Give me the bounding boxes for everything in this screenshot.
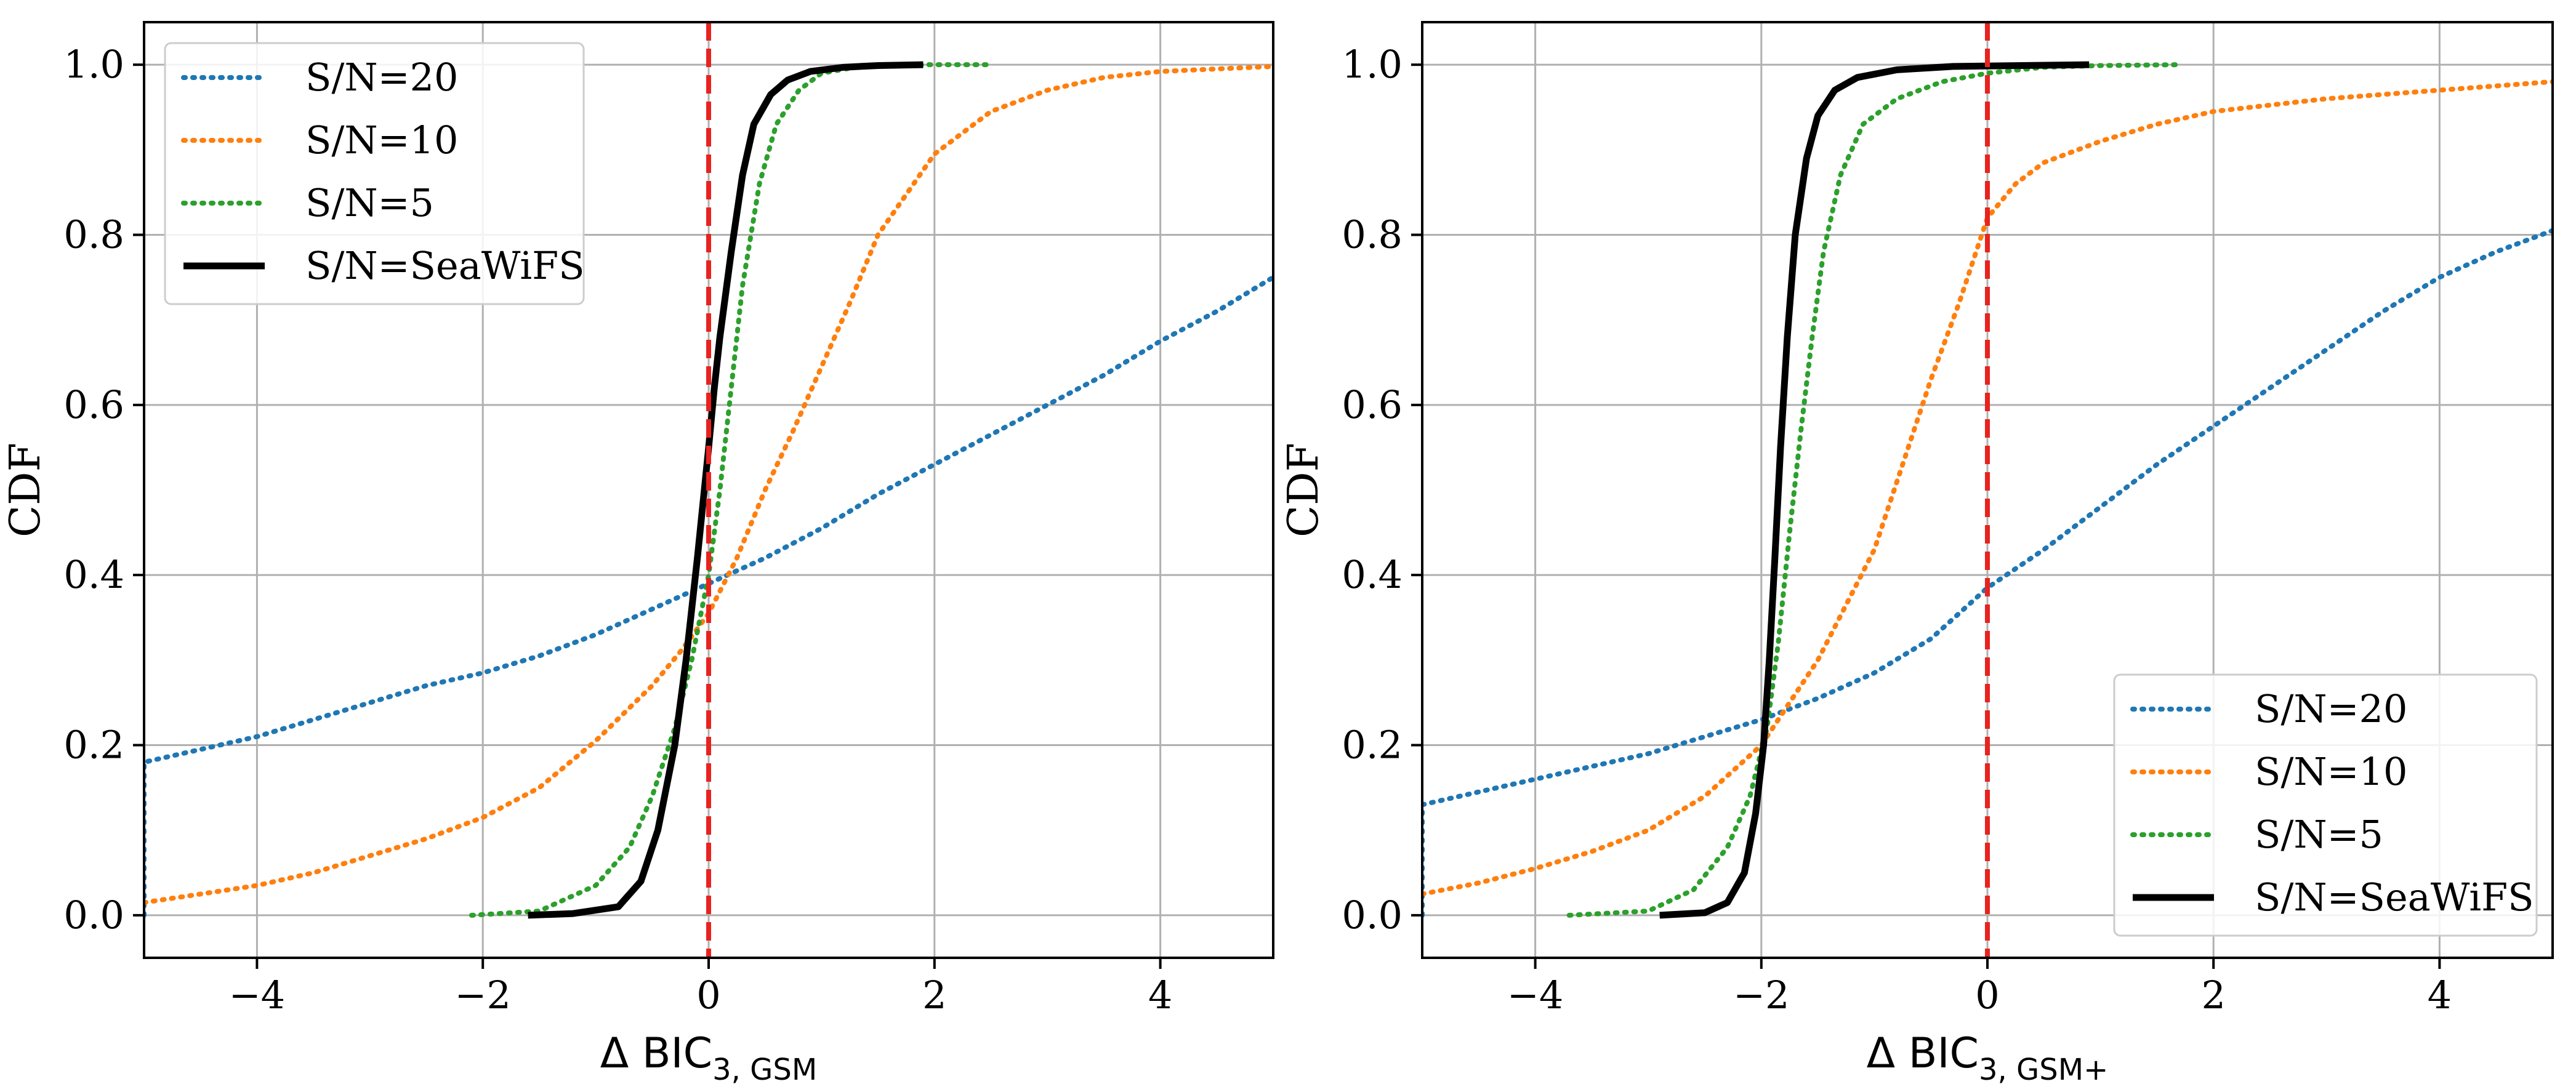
- chart-panel-left: −4 −2 0 2 4 0.0 0.2 0.4 0.6 0.8 1.0 CDF Δ BIC3, GSM S…: [1, 21, 1274, 1087]
- y-axis-label: CDF: [1279, 443, 1328, 537]
- x-tick-label: −2: [454, 973, 510, 1018]
- series-line-2: [1422, 79, 2553, 897]
- y-axis-label: CDF: [1, 443, 50, 537]
- x-axis-label-main: Δ BIC: [1867, 1029, 1979, 1078]
- x-tick-label: −4: [229, 973, 285, 1018]
- x-axis-label-main: Δ BIC: [600, 1029, 712, 1078]
- y-tick-label: 0.2: [1342, 723, 1403, 768]
- series-line-3: [1566, 62, 2183, 918]
- legend-label-2: S/N=10: [305, 118, 458, 163]
- y-tick-label: 0.4: [1342, 552, 1403, 597]
- legend-label-3: S/N=5: [2255, 812, 2383, 857]
- x-tick-label: 4: [2428, 973, 2452, 1018]
- series-line-1: [1422, 228, 2553, 918]
- series-line-2: [144, 63, 1273, 905]
- legend-label-1: S/N=20: [2255, 686, 2407, 731]
- y-tick-label: 0.6: [1342, 382, 1403, 427]
- x-axis-label-subscript: 3, GSM: [712, 1053, 817, 1087]
- y-tick-label: 0.6: [63, 382, 124, 427]
- x-tick-label: 2: [2201, 973, 2225, 1018]
- y-tick-label: 0.0: [1342, 893, 1403, 937]
- y-tick-label: 1.0: [63, 42, 124, 87]
- legend-label-2: S/N=10: [2255, 749, 2407, 794]
- x-tick-label: 0: [1975, 973, 1999, 1018]
- legend-box: [2113, 673, 2538, 937]
- y-tick-label: 0.4: [63, 552, 124, 597]
- x-axis-label: Δ BIC3, GSM: [600, 1029, 817, 1087]
- series-line-4: [528, 61, 924, 919]
- legend-label-1: S/N=20: [305, 55, 458, 100]
- legend-label-4: S/N=SeaWiFS: [305, 243, 585, 288]
- x-tick-label: −2: [1733, 973, 1789, 1018]
- y-tick-label: 0.8: [1342, 212, 1403, 257]
- series-line-4: [1659, 61, 2090, 919]
- series-line-1: [144, 275, 1273, 918]
- x-tick-label: 0: [696, 973, 720, 1018]
- legend-label-4: S/N=SeaWiFS: [2255, 875, 2534, 920]
- legend-box: [164, 42, 585, 305]
- x-axis-label: Δ BIC3, GSM+: [1867, 1029, 2109, 1087]
- chart-panel-right: −4 −2 0 2 4 0.0 0.2 0.4 0.6 0.8 1.0 CDF Δ BIC3, GSM+…: [1279, 21, 2554, 1087]
- x-tick-label: 2: [922, 973, 946, 1018]
- y-tick-label: 1.0: [1342, 42, 1403, 87]
- x-tick-label: 4: [1148, 973, 1172, 1018]
- x-tick-label: −4: [1507, 973, 1563, 1018]
- y-tick-label: 0.0: [63, 893, 124, 937]
- y-tick-label: 0.2: [63, 723, 124, 768]
- y-tick-label: 0.8: [63, 212, 124, 257]
- x-axis-label-subscript: 3, GSM+: [1979, 1053, 2108, 1087]
- legend-label-3: S/N=5: [305, 180, 434, 225]
